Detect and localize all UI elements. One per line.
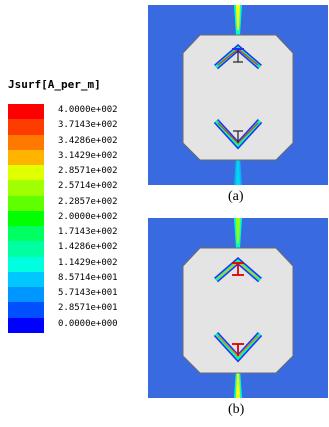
- legend-label: 4.0000e+002: [58, 105, 118, 115]
- legend-row: 3.7143e+002: [8, 119, 148, 135]
- color-legend: 4.0000e+002 3.7143e+002 3.4286e+002 3.14…: [8, 104, 148, 333]
- legend-label: 1.1429e+002: [58, 257, 118, 268]
- legend-row: 1.4286e+002: [8, 241, 148, 257]
- legend-swatch: [8, 287, 44, 303]
- legend-swatch: [8, 195, 44, 211]
- legend-label: 1.7143e+002: [58, 227, 118, 237]
- legend-label: 2.8571e+001: [58, 303, 118, 314]
- legend-label: 3.7143e+002: [58, 120, 118, 131]
- legend-swatch: [8, 165, 44, 181]
- legend-label: 2.0000e+002: [58, 211, 118, 222]
- legend-swatch: [8, 226, 44, 242]
- legend-label: 2.8571e+002: [58, 166, 118, 176]
- legend-title: Jsurf[A_per_m]: [8, 78, 101, 91]
- legend-label: 3.4286e+002: [58, 135, 118, 146]
- legend-label: 8.5714e+001: [58, 272, 118, 283]
- legend-swatch: [8, 119, 44, 135]
- legend-row: 2.2857e+002: [8, 195, 148, 211]
- legend-row: 1.1429e+002: [8, 256, 148, 272]
- legend-row: 5.7143e+001: [8, 287, 148, 303]
- legend-label: 5.7143e+001: [58, 288, 118, 298]
- legend-swatch: [8, 210, 44, 226]
- legend-row: 2.5714e+002: [8, 180, 148, 196]
- legend-row: 1.7143e+002: [8, 226, 148, 242]
- caption-a: (a): [228, 189, 244, 204]
- simulation-panel-a: [148, 5, 328, 185]
- legend-swatch: [8, 271, 44, 287]
- legend-row: 4.0000e+002: [8, 104, 148, 120]
- legend-label: 2.2857e+002: [58, 196, 118, 207]
- legend-swatch: [8, 104, 44, 120]
- legend-swatch: [8, 256, 44, 272]
- legend-swatch: [8, 180, 44, 196]
- legend-row: 2.8571e+001: [8, 302, 148, 318]
- simulation-panel-b: [148, 218, 328, 398]
- legend-row: 8.5714e+001: [8, 271, 148, 287]
- legend-row: 0.0000e+000: [8, 317, 148, 333]
- legend-row: 3.1429e+002: [8, 149, 148, 165]
- legend-row: 2.8571e+002: [8, 165, 148, 181]
- legend-swatch: [8, 149, 44, 165]
- legend-row: 3.4286e+002: [8, 134, 148, 150]
- legend-label: 2.5714e+002: [58, 181, 118, 192]
- legend-row: 2.0000e+002: [8, 210, 148, 226]
- caption-b: (b): [228, 402, 245, 417]
- legend-label: 3.1429e+002: [58, 150, 118, 161]
- legend-label: 0.0000e+000: [58, 318, 118, 329]
- legend-swatch: [8, 134, 44, 150]
- legend-swatch: [8, 241, 44, 257]
- legend-label: 1.4286e+002: [58, 242, 118, 253]
- legend-swatch: [8, 317, 44, 333]
- legend-swatch: [8, 302, 44, 318]
